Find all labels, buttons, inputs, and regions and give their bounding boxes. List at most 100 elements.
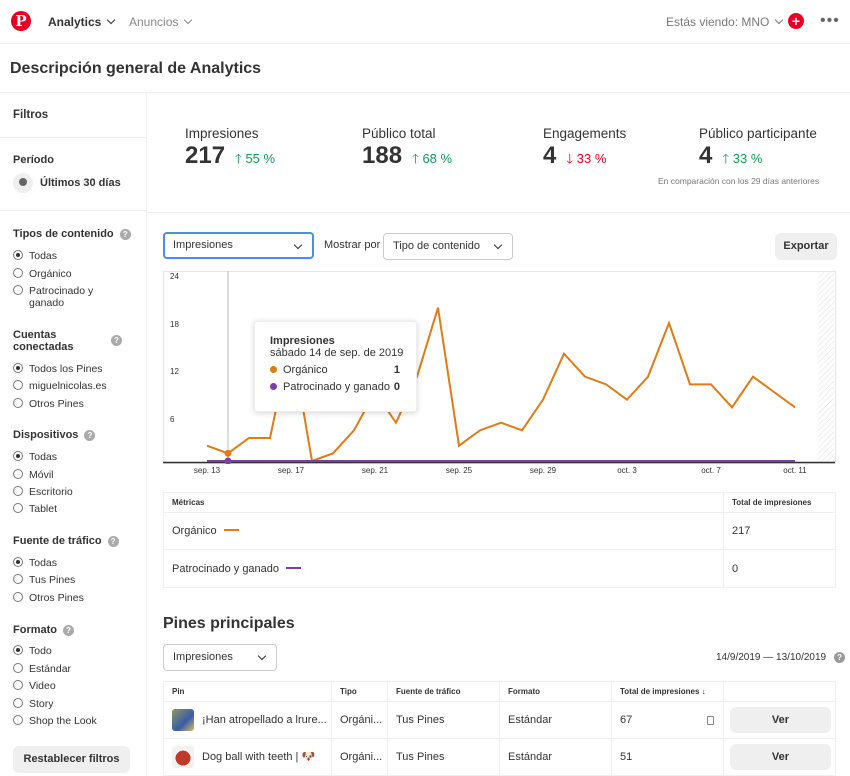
pinterest-logo-icon[interactable]: P [11,11,31,31]
accounts-title: Cuentas conectadas? [13,329,135,353]
radio-accounts-other[interactable]: Otros Pines [13,398,84,410]
top-pins-select-value: Impresiones [173,651,233,663]
show-by-select[interactable]: Tipo de contenido [383,233,513,260]
radio-accounts-miguel[interactable]: miguelnicolas.es [13,380,107,392]
help-icon[interactable]: ? [63,624,74,636]
page-title: Descripción general de Analytics [10,60,262,77]
pin-thumbnail[interactable] [172,709,194,731]
create-plus-icon[interactable]: + [788,13,804,29]
radio-devices-movil[interactable]: Móvil [13,469,54,481]
tooltip-row-organic: Orgánico 1 [270,364,400,376]
accounts-title-label: Cuentas conectadas [13,329,74,353]
radio-traffic-otros[interactable]: Otros Pines [13,592,84,604]
view-cell: Ver [723,738,836,776]
content-types-title: Tipos de contenido? [13,228,131,240]
pin-format: Estándar [499,738,612,776]
metric-total-audience: Público total 188 🡑 68 % [362,126,452,172]
account-switcher[interactable]: Estás viendo: MNO [666,15,784,29]
table-row: Patrocinado y ganado 0 [163,549,836,588]
radio-icon [13,680,23,691]
nav-analytics[interactable]: Analytics [48,15,116,29]
radio-label: Otros Pines [29,592,84,604]
top-pins-select[interactable]: Impresiones [163,644,277,671]
nav-ads-label: Anuncios [129,15,179,29]
column-header-empty [723,681,836,702]
tooltip-row-label: Patrocinado y ganado [283,381,391,393]
pin-cell[interactable]: Dog ball with teeth | 🐶 [163,738,332,776]
radio-label: Todo [29,645,52,657]
metric-change: 🡑 33 % [722,151,762,166]
divider [0,210,147,211]
pin-type: Orgáni... [331,701,388,739]
pin-thumbnail[interactable] [172,746,194,768]
reset-filters-button[interactable]: Restablecer filtros [13,746,130,773]
metrics-table: Métricas Total de impresiones Orgánico 2… [163,492,836,588]
radio-format-shop[interactable]: Shop the Look [13,715,97,727]
radio-content-organico[interactable]: Orgánico [13,268,72,280]
radio-traffic-tus-pines[interactable]: Tus Pines [13,574,75,586]
pin-source: Tus Pines [387,701,500,739]
radio-label: Orgánico [29,268,72,280]
metric-value: 188 [362,142,403,169]
help-icon[interactable]: ? [834,652,846,663]
legend-dot-icon [270,382,277,390]
radio-icon [13,715,23,726]
metric-engaged-audience: Público participante 4 🡑 33 % [699,126,817,172]
future-hatch-area [818,272,834,462]
radio-icon [13,663,23,674]
radio-devices-tablet[interactable]: Tablet [13,503,57,515]
period-selector[interactable]: Últimos 30 días [13,173,121,193]
metric-value-cell: 217 [723,512,836,550]
metric-value: 4 [543,142,557,169]
radio-devices-todas[interactable]: Todas [13,451,57,463]
radio-format-todo[interactable]: Todo [13,645,52,657]
account-switcher-label: Estás viendo: MNO [666,15,770,29]
tooltip-title: Impresiones [270,335,335,347]
view-cell: Ver [723,701,836,739]
radio-format-estandar[interactable]: Estándar [13,663,71,675]
radio-format-video[interactable]: Video [13,680,56,692]
metric-impressions: Impresiones 217 🡑 55 % [185,126,275,172]
copy-icon[interactable] [707,716,714,725]
hover-point-organic [224,449,232,457]
nav-ads[interactable]: Anuncios [129,15,193,29]
series-line-organic [206,307,796,463]
metric-change-value: 55 % [245,151,276,166]
radio-content-patrocinado[interactable]: Patrocinado y ganado [13,285,123,309]
radio-icon [13,503,23,514]
radio-label: Tablet [29,503,58,515]
help-icon[interactable]: ? [84,429,96,441]
chart-frame [163,271,836,464]
metric-change: 🡓 33 % [566,151,606,166]
tooltip-row-sponsored: Patrocinado y ganado 0 [270,381,400,393]
radio-accounts-all[interactable]: Todos los Pines [13,363,103,375]
radio-format-story[interactable]: Story [13,698,54,710]
column-header-sortable[interactable]: Total de impresiones ↓ [611,681,724,702]
x-tick-label: sep. 13 [193,466,221,475]
radio-icon [13,469,23,480]
pin-impressions-cell: 67 [611,701,724,739]
impressions-line-chart[interactable] [163,271,836,464]
more-options-icon[interactable]: ••• [820,12,840,29]
radio-icon [13,592,23,603]
help-icon[interactable]: ? [111,335,122,346]
tooltip-row-value: 1 [393,364,400,376]
radio-traffic-todas[interactable]: Todas [13,557,57,569]
metric-name: Orgánico [172,525,217,537]
view-button[interactable]: Ver [730,707,831,733]
radio-devices-escritorio[interactable]: Escritorio [13,486,73,498]
metric-change: 🡑 68 % [412,151,452,166]
traffic-title-label: Fuente de tráfico [13,535,102,547]
export-button[interactable]: Exportar [775,233,837,260]
radio-content-todas[interactable]: Todas [13,250,57,262]
metric-select[interactable]: Impresiones [163,232,314,259]
radio-label: Otros Pines [29,398,84,410]
help-icon[interactable]: ? [119,228,131,240]
help-icon[interactable]: ? [107,535,119,547]
view-button[interactable]: Ver [730,744,831,770]
metric-change-value: 68 % [422,151,453,166]
x-tick-label: sep. 21 [361,466,389,475]
pin-type: Orgáni... [331,738,388,776]
arrow-down-icon: 🡓 [566,151,574,166]
pin-cell[interactable]: ¡Han atropellado a lrure... [163,701,332,739]
